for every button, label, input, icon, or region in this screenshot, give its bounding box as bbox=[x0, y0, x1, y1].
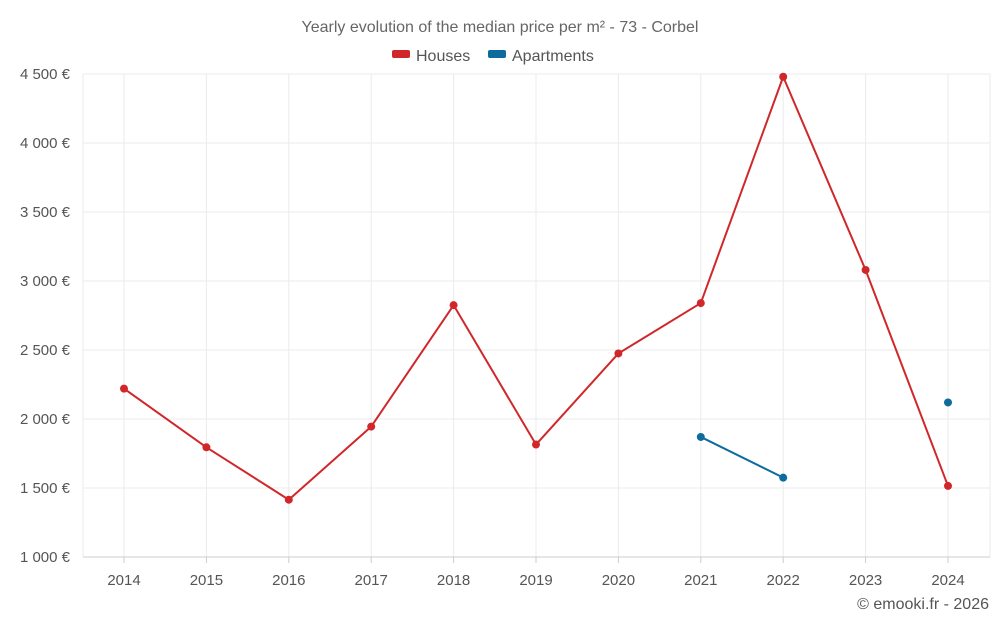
series bbox=[120, 72, 952, 504]
data-point-houses[interactable] bbox=[944, 481, 952, 490]
data-point-houses[interactable] bbox=[120, 384, 128, 393]
data-point-houses[interactable] bbox=[284, 495, 293, 504]
data-point-houses[interactable] bbox=[367, 422, 376, 431]
y-tick-label: 4 000 € bbox=[20, 135, 71, 152]
gridlines bbox=[82, 73, 991, 557]
legend: Houses Apartments bbox=[392, 48, 594, 65]
data-point-houses[interactable] bbox=[202, 443, 211, 452]
credit-text: © emooki.fr - 2026 bbox=[857, 596, 989, 613]
chart-title: Yearly evolution of the median price per… bbox=[302, 19, 699, 36]
x-axis-ticks: 2014 2015 2016 2017 2018 2019 2020 2021 2022 2023… bbox=[107, 557, 965, 589]
data-point-houses[interactable] bbox=[532, 440, 540, 449]
legend-item-houses[interactable]: Houses bbox=[392, 48, 470, 65]
legend-label-apartments: Apartments bbox=[512, 48, 594, 65]
x-tick-label: 2015 bbox=[190, 572, 223, 589]
data-point-houses[interactable] bbox=[861, 265, 870, 274]
x-tick-label: 2023 bbox=[849, 572, 882, 589]
y-tick-label: 1 000 € bbox=[20, 549, 71, 566]
x-tick-label: 2016 bbox=[272, 572, 305, 589]
data-point-apartments[interactable] bbox=[696, 432, 705, 441]
x-tick-label: 2019 bbox=[519, 572, 552, 589]
x-tick-label: 2018 bbox=[437, 572, 470, 589]
y-tick-label: 4 500 € bbox=[20, 66, 71, 83]
y-tick-label: 1 500 € bbox=[20, 480, 71, 497]
y-tick-label: 3 000 € bbox=[20, 273, 71, 290]
y-tick-label: 3 500 € bbox=[20, 204, 71, 221]
legend-item-apartments[interactable]: Apartments bbox=[488, 48, 594, 65]
data-point-houses[interactable] bbox=[449, 301, 458, 310]
x-tick-label: 2022 bbox=[767, 572, 800, 589]
legend-swatch-houses bbox=[392, 50, 410, 58]
legend-label-houses: Houses bbox=[416, 48, 470, 65]
y-tick-label: 2 500 € bbox=[20, 342, 71, 359]
data-point-houses[interactable] bbox=[614, 349, 623, 358]
x-tick-label: 2017 bbox=[355, 572, 388, 589]
data-point-apartments[interactable] bbox=[944, 398, 952, 407]
data-point-apartments[interactable] bbox=[779, 473, 788, 482]
x-tick-label: 2014 bbox=[107, 572, 140, 589]
series-line-apartments bbox=[700, 436, 784, 479]
data-point-houses[interactable] bbox=[696, 299, 705, 308]
x-tick-label: 2020 bbox=[602, 572, 635, 589]
legend-swatch-apartments bbox=[488, 50, 506, 58]
y-axis-ticks: 1 000 € 1 500 € 2 000 € 2 500 € 3 000 € 3 500… bbox=[20, 66, 71, 566]
x-tick-label: 2021 bbox=[684, 572, 717, 589]
x-tick-label: 2024 bbox=[931, 572, 964, 589]
y-tick-label: 2 000 € bbox=[20, 411, 71, 428]
data-point-houses[interactable] bbox=[779, 72, 788, 81]
